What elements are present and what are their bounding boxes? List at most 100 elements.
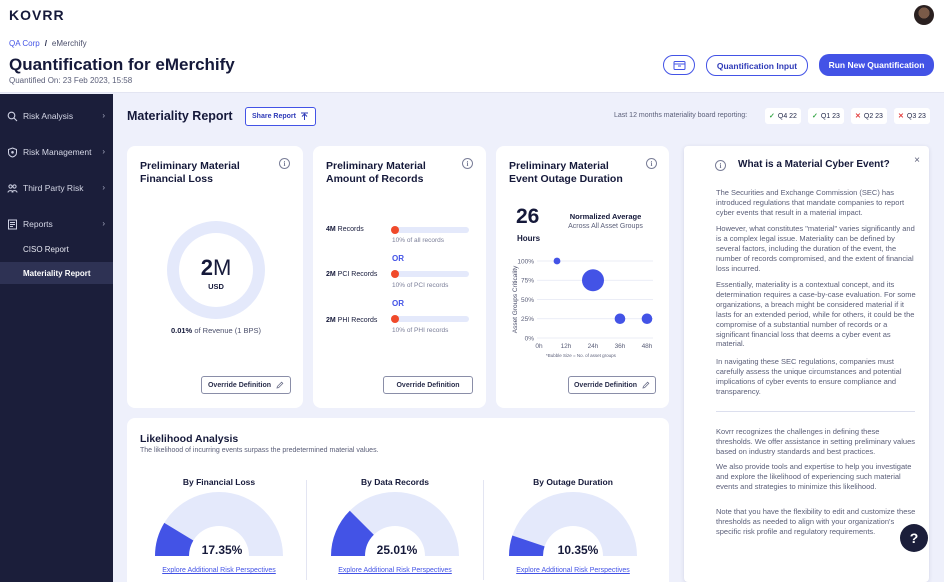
kovrr-logo[interactable]: KOVRR: [9, 7, 65, 23]
info-paragraph: However, what constitutes "material" var…: [716, 224, 915, 273]
chevron-right-icon: ›: [102, 111, 105, 120]
sidebar-item-label: Risk Management: [23, 147, 92, 157]
info-icon[interactable]: i: [279, 158, 290, 169]
gauge-fill: [331, 510, 374, 556]
explore-risk-perspectives-link[interactable]: Explore Additional Risk Perspectives: [162, 567, 276, 574]
records-row-label: 2M PHI Records: [326, 317, 378, 324]
outage-hours-unit: Hours: [517, 234, 541, 243]
bubble-point: [641, 313, 653, 325]
likelihood-column-title: By Outage Duration: [533, 477, 613, 487]
explore-risk-perspectives-link[interactable]: Explore Additional Risk Perspectives: [516, 567, 630, 574]
breadcrumb-current: eMerchify: [51, 39, 87, 48]
outage-duration-percent: 10.35%: [557, 543, 599, 557]
records-bar: [391, 315, 469, 323]
sidebar-item-label: Third Party Risk: [23, 183, 84, 193]
quantification-input-button[interactable]: Quantification Input: [706, 55, 808, 76]
help-button[interactable]: ?: [900, 524, 928, 552]
normalized-average-title: Normalized Average: [569, 212, 642, 221]
check-icon: ✓: [812, 113, 818, 120]
chevron-right-icon: ›: [102, 183, 105, 192]
override-label: Override Definition: [207, 381, 271, 389]
records-bar: [391, 226, 469, 234]
outage-duration-card: Preliminary Material Event Outage Duratio…: [496, 146, 669, 408]
y-tick-label: 25%: [521, 316, 534, 323]
records-row-label: 4M Records: [326, 226, 364, 233]
run-new-quantification-button[interactable]: Run New Quantification: [819, 54, 934, 76]
info-icon: i: [715, 160, 726, 171]
financial-loss-donut: 2M USD: [167, 221, 265, 319]
revenue-percentage: 0.01% of Revenue (1 BPS): [170, 326, 262, 335]
records-bar: [391, 270, 469, 278]
sidebar-item-reports[interactable]: Reports ›: [0, 212, 113, 236]
y-tick-label: 50%: [521, 297, 534, 304]
likelihood-subtitle: The likelihood of incurring events surpa…: [140, 447, 379, 454]
info-icon[interactable]: i: [462, 158, 473, 169]
column-divider: [306, 480, 307, 580]
check-icon: ✓: [769, 113, 775, 120]
likelihood-title: Likelihood Analysis: [140, 433, 239, 445]
sidebar: Risk Analysis › Risk Management › Third …: [0, 94, 113, 582]
share-report-button[interactable]: Share Report: [245, 107, 316, 126]
override-definition-button[interactable]: Override Definition: [201, 376, 291, 394]
quarter-chip-q1-23[interactable]: ✓ Q1 23: [808, 108, 844, 124]
edit-icon: [642, 381, 650, 389]
outage-hours-value: 26: [516, 205, 540, 228]
data-records-percent: 25.01%: [376, 543, 418, 557]
y-tick-label: 100%: [517, 258, 534, 265]
close-icon[interactable]: ×: [914, 155, 920, 166]
y-tick-label: 0%: [525, 335, 535, 342]
or-label: OR: [392, 254, 404, 263]
share-report-label: Share Report: [252, 113, 296, 120]
top-bar: KOVRR: [0, 0, 944, 30]
info-panel-title: What is a Material Cyber Event?: [738, 159, 890, 170]
quarter-chip-q2-23[interactable]: ✕ Q2 23: [851, 108, 887, 124]
sidebar-item-third-party-risk[interactable]: Third Party Risk ›: [0, 176, 113, 200]
bubble-point: [582, 269, 604, 292]
card-title: Preliminary Material Amount of Records: [326, 160, 426, 185]
x-tick-label: 48h: [642, 343, 653, 350]
explore-risk-perspectives-link[interactable]: Explore Additional Risk Perspectives: [338, 567, 452, 574]
data-records-gauge: [331, 492, 459, 556]
quarter-chip-q3-23[interactable]: ✕ Q3 23: [894, 108, 930, 124]
override-label: Override Definition: [573, 381, 637, 389]
info-paragraph: Kovrr recognizes the challenges in defin…: [716, 427, 915, 456]
override-definition-button[interactable]: Override Definition: [383, 376, 473, 394]
y-tick-label: 75%: [521, 278, 534, 285]
info-paragraph: We also provide tools and expertise to h…: [716, 462, 912, 491]
x-tick-label: 12h: [561, 343, 572, 350]
document-icon: [7, 219, 18, 230]
sidebar-item-label: Reports: [23, 219, 53, 229]
materiality-report-title: Materiality Report: [127, 109, 233, 123]
records-row-sub: 10% of PCI records: [392, 282, 449, 289]
sidebar-item-risk-management[interactable]: Risk Management ›: [0, 140, 113, 164]
sidebar-item-label: Risk Analysis: [23, 111, 74, 121]
quarter-chip-q4-22[interactable]: ✓ Q4 22: [765, 108, 801, 124]
sidebar-item-materiality-report[interactable]: Materiality Report: [0, 262, 113, 284]
breadcrumb: QA Corp / eMerchify: [9, 39, 87, 48]
info-icon[interactable]: i: [646, 158, 657, 169]
users-icon: [7, 183, 18, 194]
archive-button[interactable]: [663, 55, 695, 75]
breadcrumb-parent[interactable]: QA Corp: [9, 39, 40, 48]
info-paragraph: The Securities and Exchange Commission (…: [716, 188, 905, 217]
financial-loss-card: Preliminary Material Financial Loss i 2M …: [127, 146, 303, 408]
currency-label: USD: [208, 282, 224, 291]
card-title: Preliminary Material Event Outage Duratio…: [509, 160, 623, 185]
or-label: OR: [392, 299, 404, 308]
override-definition-button[interactable]: Override Definition: [568, 376, 656, 394]
sidebar-item-risk-analysis[interactable]: Risk Analysis ›: [0, 104, 113, 128]
chevron-right-icon: ›: [102, 219, 105, 228]
board-reporting-label: Last 12 months materiality board reporti…: [614, 112, 748, 119]
likelihood-column-title: By Data Records: [360, 477, 430, 487]
sidebar-item-ciso-report[interactable]: CISO Report: [23, 244, 69, 254]
avatar[interactable]: [914, 5, 934, 25]
x-tick-label: 36h: [615, 343, 626, 350]
records-card: Preliminary Material Amount of Records i …: [313, 146, 486, 408]
info-divider: [716, 411, 915, 412]
gauge-fill: [155, 522, 194, 556]
x-icon: ✕: [855, 113, 861, 120]
info-paragraph: Note that you have the flexibility to ed…: [716, 507, 916, 536]
quarter-label: Q4 22: [777, 112, 797, 120]
bubble-footnote: *Bubble Size = No. of asset groups: [546, 353, 617, 358]
gauge-track: [509, 492, 637, 556]
